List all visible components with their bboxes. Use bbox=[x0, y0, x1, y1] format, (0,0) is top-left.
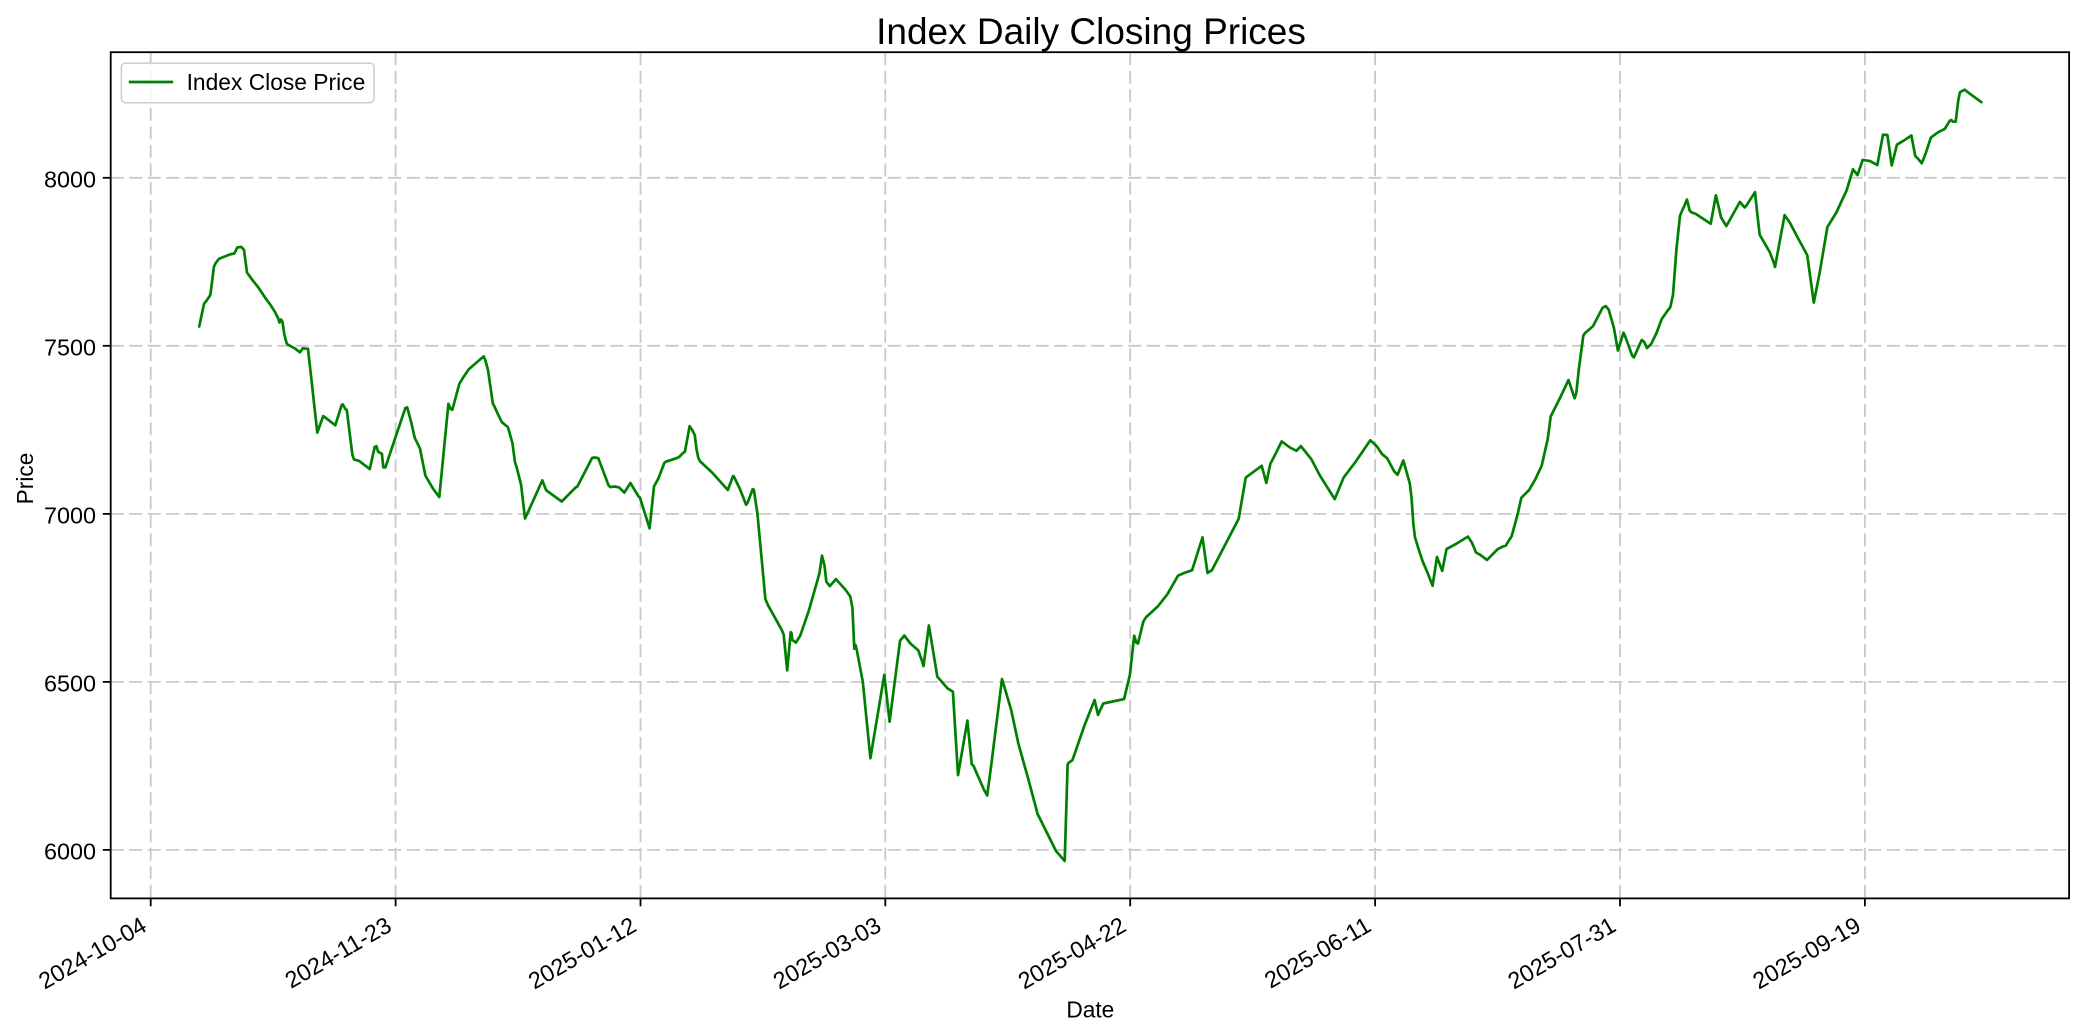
svg-text:8000: 8000 bbox=[44, 167, 96, 193]
svg-text:7500: 7500 bbox=[44, 335, 96, 361]
svg-text:6000: 6000 bbox=[44, 839, 96, 865]
svg-text:Date: Date bbox=[1066, 996, 1114, 1022]
svg-text:Index Daily Closing Prices: Index Daily Closing Prices bbox=[876, 11, 1306, 52]
svg-text:6500: 6500 bbox=[44, 671, 96, 697]
svg-text:Price: Price bbox=[12, 453, 38, 505]
svg-text:7000: 7000 bbox=[44, 503, 96, 529]
svg-text:Index Close Price: Index Close Price bbox=[187, 69, 366, 95]
